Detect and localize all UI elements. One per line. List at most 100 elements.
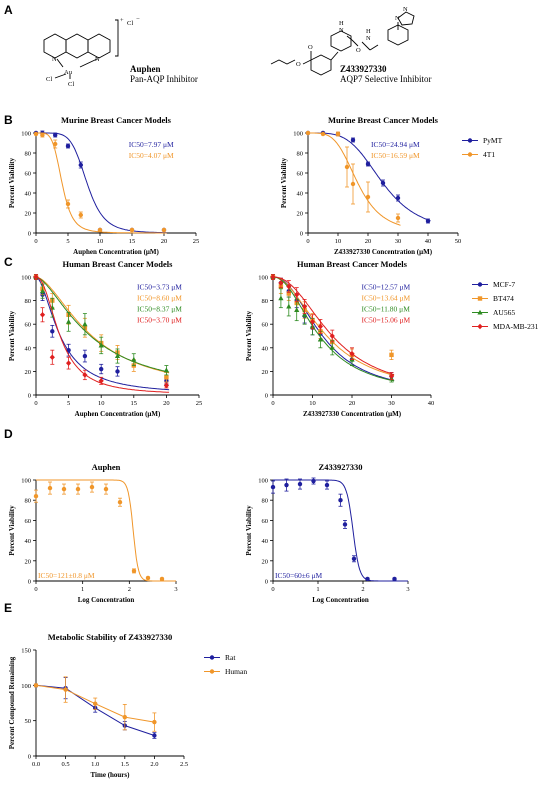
data-point xyxy=(329,333,335,339)
series-mda-mb-231: IC50=15.06 μM xyxy=(270,274,410,381)
data-point xyxy=(103,486,109,492)
chart-b2: Murine Breast Cancer Models 0 10 20 30 40 50 0 2… xyxy=(280,115,503,256)
x-tick-label: 3 xyxy=(406,586,409,593)
legend-marker xyxy=(477,282,483,287)
data-point xyxy=(320,131,326,137)
x-tick-label: 40 xyxy=(428,400,435,407)
data-point xyxy=(286,291,291,296)
x-tick-label: 20 xyxy=(365,238,372,245)
x-tick-label: 1.5 xyxy=(121,761,129,768)
y-axis-label: Percent Viability xyxy=(280,157,288,208)
ic50-label: IC50=15.06 μM xyxy=(361,316,410,325)
data-point xyxy=(47,485,53,491)
x-tick-label: 2 xyxy=(361,586,364,593)
ic50-label: IC50=60±6 μM xyxy=(275,571,322,580)
data-point xyxy=(66,319,72,324)
y-tick-label: 20 xyxy=(297,211,304,218)
y-tick-label: 60 xyxy=(25,322,32,329)
x-tick-label: 3 xyxy=(174,586,177,593)
x-axis-label: Z433927330 Concentration (μM) xyxy=(334,248,433,256)
data-point xyxy=(284,482,289,488)
legend-marker xyxy=(467,138,473,143)
series-mda-mb-231: IC50=3.70 μM xyxy=(33,274,182,393)
series-mcf-7: IC50=3.73 μM xyxy=(33,274,182,391)
legend-marker xyxy=(209,669,215,674)
y-axis-label: Percent Viability xyxy=(8,505,16,556)
z-ester-o: O xyxy=(296,61,301,68)
x-tick-label: 25 xyxy=(193,238,200,245)
auphen-desc: Pan-AQP Inhibitor xyxy=(130,74,198,84)
legend: MCF-7 BT474 AU565 MDA-MB-231 xyxy=(472,280,539,331)
y-tick-label: 40 xyxy=(25,345,32,352)
x-tick-label: 25 xyxy=(196,400,203,407)
data-point xyxy=(65,143,71,149)
z-pyrazole-n1: N xyxy=(395,15,400,22)
data-point xyxy=(286,283,292,290)
y-tick-label: 100 xyxy=(21,478,31,485)
data-point xyxy=(114,353,121,359)
fit-curve xyxy=(273,479,408,582)
x-tick-label: 0 xyxy=(34,586,37,593)
panel-label-e: E xyxy=(4,601,12,615)
data-point xyxy=(163,367,169,373)
ic50-label: IC50=12.57 μM xyxy=(361,283,410,292)
data-point xyxy=(129,227,135,233)
ic50-label: IC50=24.94 μM xyxy=(371,140,420,149)
y-tick-label: 50 xyxy=(25,718,32,725)
data-point xyxy=(82,353,88,359)
legend-label: 4T1 xyxy=(483,150,495,159)
legend-label: BT474 xyxy=(493,294,514,303)
data-point xyxy=(161,227,167,233)
y-tick-label: 60 xyxy=(25,171,32,178)
y-tick-label: 20 xyxy=(262,369,269,376)
data-point xyxy=(98,342,104,348)
x-tick-label: 10 xyxy=(335,238,342,245)
data-point xyxy=(33,683,39,688)
y-tick-label: 100 xyxy=(21,275,31,282)
data-point xyxy=(392,576,397,582)
auphen-n-left: N xyxy=(52,56,57,63)
x-tick-label: 0 xyxy=(271,586,274,593)
x-tick-label: 20 xyxy=(161,238,168,245)
auphen-charge: + xyxy=(120,17,124,24)
data-point xyxy=(365,194,371,200)
chart-title: Human Breast Cancer Models xyxy=(63,259,174,269)
ic50-label: IC50=121±0.8 μM xyxy=(38,571,95,580)
auphen-name: Auphen xyxy=(130,64,161,74)
ic50-label: IC50=13.64 μM xyxy=(361,294,410,303)
data-point xyxy=(344,164,350,170)
legend-label: Human xyxy=(225,667,247,676)
data-point xyxy=(82,372,88,378)
ic50-label: IC50=3.73 μM xyxy=(137,283,182,292)
auphen-cl-1: Cl xyxy=(46,76,52,83)
x-tick-label: 2 xyxy=(128,586,131,593)
data-point xyxy=(389,352,394,358)
y-tick-label: 0 xyxy=(265,393,268,400)
data-point xyxy=(159,576,165,582)
x-tick-label: 0.5 xyxy=(62,761,70,768)
x-tick-label: 1 xyxy=(81,586,84,593)
data-point xyxy=(305,130,311,136)
x-tick-label: 5 xyxy=(66,238,69,245)
data-point xyxy=(365,161,371,167)
data-point xyxy=(66,347,71,353)
legend: PyMT 4T1 xyxy=(462,136,503,159)
chart-title: Murine Breast Cancer Models xyxy=(328,115,439,125)
x-axis-label: Log Concentration xyxy=(312,596,369,604)
ic50-label: IC50=3.70 μM xyxy=(137,316,182,325)
data-point xyxy=(302,303,308,310)
data-point xyxy=(93,701,98,706)
y-tick-label: 80 xyxy=(25,151,32,158)
y-tick-label: 60 xyxy=(262,322,269,329)
x-tick-label: 1.0 xyxy=(91,761,99,768)
data-point xyxy=(99,366,104,372)
z433927330-structure xyxy=(270,11,415,76)
data-point xyxy=(365,576,370,582)
data-point xyxy=(98,378,104,384)
data-point xyxy=(82,321,88,327)
x-tick-label: 10 xyxy=(98,400,105,407)
data-point xyxy=(89,484,95,490)
data-point xyxy=(53,132,58,138)
z-carbonyl-o: O xyxy=(308,44,313,51)
data-point xyxy=(342,522,348,527)
